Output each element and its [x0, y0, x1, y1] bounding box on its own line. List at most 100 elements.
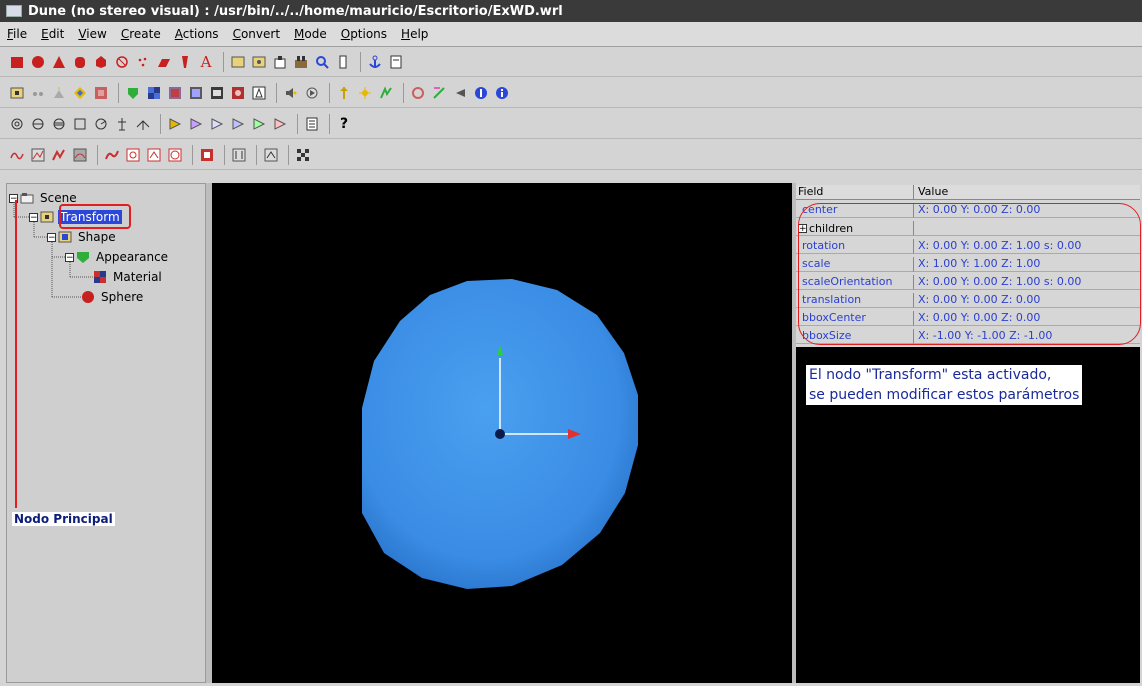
nurbs-icon[interactable]	[176, 53, 194, 71]
grid-icon[interactable]	[262, 146, 280, 164]
left-splitter[interactable]	[206, 183, 212, 683]
field-value[interactable]: X: 1.00 Y: 1.00 Z: 1.00	[914, 257, 1140, 272]
rotate-mode-icon[interactable]	[8, 115, 26, 133]
script-icon[interactable]	[472, 84, 490, 102]
elevation-grid-icon[interactable]	[155, 53, 173, 71]
pixel-texture-icon[interactable]	[187, 84, 205, 102]
spline-icon[interactable]	[103, 146, 121, 164]
sphere-sensor-icon[interactable]	[356, 84, 374, 102]
cone-icon[interactable]	[50, 53, 68, 71]
color-interpolator-icon[interactable]	[166, 115, 184, 133]
collapse-icon[interactable]: −	[47, 232, 56, 243]
field-value[interactable]: X: 0.00 Y: 0.00 Z: 0.00	[914, 311, 1140, 326]
sweep-icon[interactable]	[198, 146, 216, 164]
proximity-sensor-icon[interactable]	[335, 84, 353, 102]
appearance-icon[interactable]	[124, 84, 142, 102]
menu-actions[interactable]: Actions	[174, 27, 219, 41]
sound-icon[interactable]	[282, 84, 300, 102]
fly-mode-icon[interactable]	[134, 115, 152, 133]
menu-view[interactable]: View	[78, 27, 107, 41]
switch-icon[interactable]	[271, 53, 289, 71]
3d-viewport[interactable]	[212, 183, 792, 683]
x-axis-arrow-icon[interactable]	[568, 429, 581, 439]
lod-icon[interactable]	[334, 53, 352, 71]
info-icon[interactable]	[493, 84, 511, 102]
heightfield-icon[interactable]	[230, 146, 248, 164]
sphere-icon[interactable]	[29, 53, 47, 71]
menu-mode[interactable]: Mode	[294, 27, 327, 41]
field-value[interactable]: X: 0.00 Y: 0.00 Z: 1.00 s: 0.00	[914, 239, 1140, 254]
right-splitter[interactable]	[792, 183, 796, 683]
text-icon[interactable]: A	[200, 52, 212, 71]
audio-clip-icon[interactable]	[303, 84, 321, 102]
tree-node-material[interactable]: Material	[93, 268, 164, 286]
background-icon[interactable]	[250, 53, 268, 71]
movie-texture-icon[interactable]	[208, 84, 226, 102]
field-value[interactable]	[914, 221, 1140, 236]
orientation-interpolator-icon[interactable]	[229, 115, 247, 133]
field-row-scale-orientation[interactable]: scaleOrientation X: 0.00 Y: 0.00 Z: 1.00…	[796, 275, 1140, 290]
field-column-header[interactable]: Field	[796, 185, 914, 200]
field-value[interactable]: X: 0.00 Y: 0.00 Z: 1.00 s: 0.00	[914, 275, 1140, 290]
collision-icon[interactable]	[29, 84, 47, 102]
normal-interpolator-icon[interactable]	[208, 115, 226, 133]
tree-node-appearance[interactable]: − Appearance	[65, 248, 170, 266]
menu-help[interactable]: Help	[401, 27, 429, 41]
nurbs-curve-icon[interactable]	[50, 146, 68, 164]
contour-icon[interactable]	[124, 146, 142, 164]
checker-icon[interactable]	[294, 146, 312, 164]
cylinder-icon[interactable]	[71, 53, 89, 71]
material-icon[interactable]	[145, 84, 163, 102]
spot-light-icon[interactable]	[92, 84, 110, 102]
billboard-icon[interactable]	[387, 53, 405, 71]
box-icon[interactable]	[8, 53, 26, 71]
menu-convert[interactable]: Convert	[232, 27, 281, 41]
point-set-icon[interactable]	[134, 53, 152, 71]
center-mode-icon[interactable]	[71, 115, 89, 133]
collapse-icon[interactable]: −	[29, 212, 38, 223]
tree-node-transform[interactable]: − Transform	[29, 208, 122, 226]
indexed-face-set-icon[interactable]	[92, 53, 110, 71]
time-sensor-icon[interactable]	[303, 115, 321, 133]
extrusion-icon[interactable]	[113, 53, 131, 71]
image-texture-icon[interactable]	[166, 84, 184, 102]
polyline-icon[interactable]	[145, 146, 163, 164]
menu-file[interactable]: File	[7, 27, 28, 41]
field-row-rotation[interactable]: rotation X: 0.00 Y: 0.00 Z: 1.00 s: 0.00	[796, 239, 1140, 254]
directional-light-icon[interactable]	[50, 84, 68, 102]
field-row-bbox-center[interactable]: bboxCenter X: 0.00 Y: 0.00 Z: 0.00	[796, 311, 1140, 326]
revolution-icon[interactable]	[166, 146, 184, 164]
anchor-icon[interactable]	[366, 53, 384, 71]
field-row-scale[interactable]: scale X: 1.00 Y: 1.00 Z: 1.00	[796, 257, 1140, 272]
inline-icon[interactable]	[229, 53, 247, 71]
translate-mode-icon[interactable]	[29, 115, 47, 133]
field-value[interactable]: X: 0.00 Y: 0.00 Z: 0.00	[914, 293, 1140, 308]
tree-node-sphere[interactable]: Sphere	[81, 288, 145, 306]
help-icon[interactable]: ?	[339, 115, 349, 132]
value-column-header[interactable]: Value	[914, 185, 1140, 200]
menu-create[interactable]: Create	[120, 27, 161, 41]
collapse-icon[interactable]: −	[65, 252, 74, 263]
y-axis-arrow-icon[interactable]	[497, 345, 503, 355]
walk-mode-icon[interactable]	[113, 115, 131, 133]
viewpoint-icon[interactable]	[313, 53, 331, 71]
field-value[interactable]: X: 0.00 Y: 0.00 Z: 0.00	[914, 203, 1140, 218]
font-style-icon[interactable]	[250, 84, 268, 102]
tree-node-shape[interactable]: − Shape	[47, 228, 118, 246]
scale-mode-icon[interactable]	[50, 115, 68, 133]
visibility-sensor-icon[interactable]	[409, 84, 427, 102]
nurbs-surface-icon[interactable]	[71, 146, 89, 164]
transform-center-handle[interactable]	[495, 429, 505, 439]
touch-sensor-icon[interactable]	[377, 84, 395, 102]
menu-options[interactable]: Options	[340, 27, 388, 41]
position-interpolator-icon[interactable]	[250, 115, 268, 133]
transform-icon[interactable]	[8, 84, 26, 102]
menu-edit[interactable]: Edit	[41, 27, 65, 41]
plane-sensor-icon[interactable]	[451, 84, 469, 102]
scalar-interpolator-icon[interactable]	[271, 115, 289, 133]
field-value[interactable]: X: -1.00 Y: -1.00 Z: -1.00	[914, 329, 1140, 344]
6d-mode-icon[interactable]	[92, 115, 110, 133]
coordinate-interpolator-icon[interactable]	[187, 115, 205, 133]
curve-animation-icon[interactable]	[8, 146, 26, 164]
window-icon[interactable]	[6, 5, 22, 17]
